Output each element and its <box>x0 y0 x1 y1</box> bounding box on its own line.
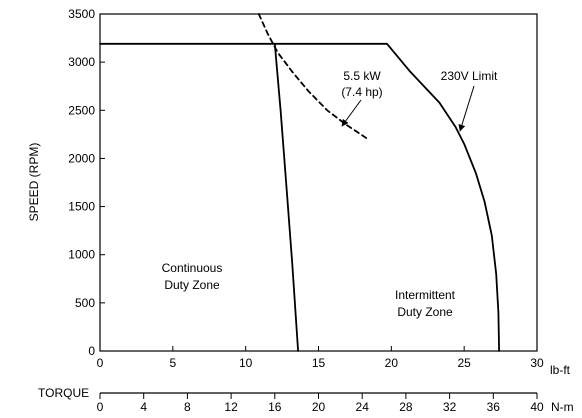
series-line-continuous-duty-boundary <box>273 42 300 352</box>
torque-tick-label: 4 <box>140 400 147 414</box>
y-tick-label: 2500 <box>68 103 95 117</box>
continuous-zone-label-line1: Continuous <box>162 261 223 275</box>
torque-tick-label: 28 <box>399 400 413 414</box>
y-axis-title: SPEED (RPM) <box>27 143 41 222</box>
x-tick-label: 5 <box>169 356 176 370</box>
y-ticks: 0 500 1000 1500 2000 2500 3000 3500 <box>68 7 105 358</box>
torque-tick-label: 36 <box>487 400 501 414</box>
continuous-zone-label-line2: Duty Zone <box>164 278 220 292</box>
x-tick-label: 0 <box>97 356 104 370</box>
y-tick-label: 0 <box>88 344 95 358</box>
y-tick-label: 1500 <box>68 200 95 214</box>
power-annotation-line1: 5.5 kW <box>343 69 381 83</box>
y-tick-label: 2000 <box>68 151 95 165</box>
intermittent-zone-label-line2: Duty Zone <box>397 305 453 319</box>
torque-tick-label: 16 <box>268 400 282 414</box>
y-tick-label: 1000 <box>68 248 95 262</box>
torque-axis-title: TORQUE <box>38 386 89 400</box>
torque-tick-label: 24 <box>356 400 370 414</box>
series-line-envelope <box>99 42 501 352</box>
y-tick-label: 500 <box>75 296 95 310</box>
torque-tick-label: 8 <box>184 400 191 414</box>
power-annotation-arrow <box>341 99 362 127</box>
x-tick-label: 15 <box>312 356 326 370</box>
x-tick-label: 20 <box>385 356 399 370</box>
x-unit-secondary: N-m <box>551 400 574 414</box>
x-unit-primary: lb-ft <box>550 363 571 377</box>
torque-tick-label: 40 <box>530 400 544 414</box>
x-tick-label: 10 <box>239 356 253 370</box>
torque-tick-label: 20 <box>312 400 326 414</box>
voltage-limit-arrow <box>458 85 475 132</box>
voltage-limit-label: 230V Limit <box>441 69 498 83</box>
power-annotation-line2: (7.4 hp) <box>341 85 382 99</box>
torque-tick-label: 0 <box>97 400 104 414</box>
x-ticks-secondary: 0 4 8 12 16 20 24 28 32 36 40 <box>97 393 544 414</box>
y-tick-label: 3000 <box>68 55 95 69</box>
x-ticks-primary: 0 5 10 15 20 25 30 <box>97 346 544 370</box>
torque-tick-label: 32 <box>443 400 457 414</box>
intermittent-zone-label-line1: Intermittent <box>395 288 456 302</box>
x-tick-label: 25 <box>457 356 471 370</box>
plot-area <box>99 13 538 352</box>
y-tick-label: 3500 <box>68 7 95 21</box>
x-tick-label: 30 <box>530 356 544 370</box>
torque-tick-label: 12 <box>224 400 238 414</box>
